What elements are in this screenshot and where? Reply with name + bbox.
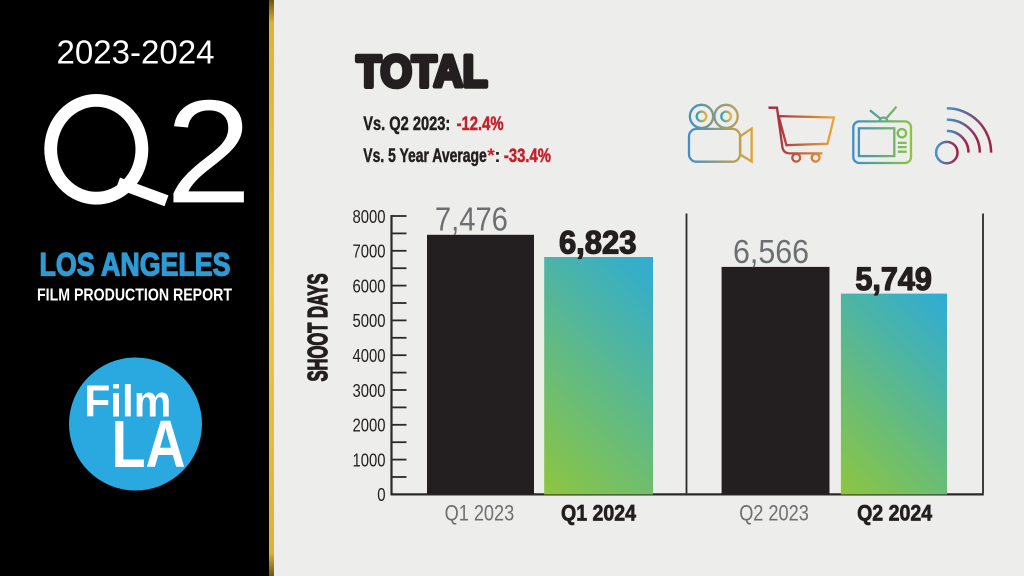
svg-text:Q2 2023: Q2 2023 [739, 501, 809, 526]
svg-text:Q2 2024: Q2 2024 [857, 501, 932, 526]
svg-text:Q1 2023: Q1 2023 [445, 501, 515, 526]
svg-text:6,823: 6,823 [559, 225, 637, 261]
svg-text:Vs. Q2 2023:: Vs. Q2 2023: [363, 114, 450, 135]
svg-text:2023-2024: 2023-2024 [57, 34, 215, 71]
svg-text:FILM PRODUCTION REPORT: FILM PRODUCTION REPORT [37, 284, 232, 304]
svg-text:6,566: 6,566 [733, 233, 809, 270]
svg-text:5,749: 5,749 [855, 261, 932, 297]
svg-text:2000: 2000 [353, 415, 386, 436]
svg-text:6000: 6000 [353, 275, 386, 296]
svg-text:7,476: 7,476 [435, 200, 508, 237]
svg-text::: : [494, 146, 500, 167]
svg-text:2: 2 [166, 70, 252, 234]
svg-text:5000: 5000 [353, 310, 386, 331]
svg-text:LA: LA [112, 408, 186, 482]
svg-text:1000: 1000 [353, 449, 386, 470]
svg-text:Film: Film [84, 378, 171, 427]
svg-text:-12.4%: -12.4% [457, 114, 504, 135]
svg-text:LOS ANGELES: LOS ANGELES [40, 247, 231, 283]
svg-text:TOTAL: TOTAL [357, 48, 488, 97]
svg-text:Vs. 5 Year Average: Vs. 5 Year Average [363, 146, 487, 167]
svg-text:8000: 8000 [353, 206, 386, 227]
svg-text:3000: 3000 [353, 380, 386, 401]
svg-text:4000: 4000 [353, 345, 386, 366]
svg-text:0: 0 [377, 484, 385, 505]
svg-text:*: * [487, 146, 495, 167]
svg-text:SHOOT DAYS: SHOOT DAYS [302, 274, 333, 382]
svg-text:-33.4%: -33.4% [504, 146, 551, 167]
svg-text:7000: 7000 [353, 241, 386, 262]
svg-text:Q1 2024: Q1 2024 [561, 501, 636, 526]
